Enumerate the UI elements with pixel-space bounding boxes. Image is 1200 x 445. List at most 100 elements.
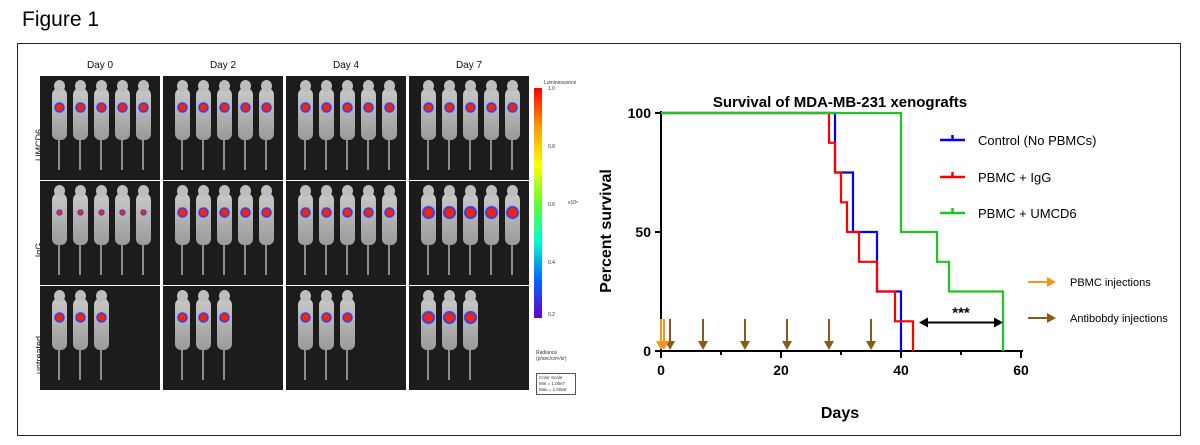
mouse-figure: [259, 80, 274, 170]
mouse-image-tile: [286, 76, 406, 180]
x-tick-label: 20: [773, 362, 789, 378]
color-scale-box: Color Scale Min = 1.00e7 Max = 1.00e8: [536, 373, 576, 395]
mouse-figure: [442, 290, 457, 380]
colorbar-tick: 0.6: [548, 202, 555, 208]
significance-label: ***: [952, 304, 970, 321]
mouse-image-tile: [409, 286, 529, 390]
mouse-figure: [484, 80, 499, 170]
bioluminescence-panel: Day 0 Day 2 Day 4 Day 7 UMCD6 IgG untrea…: [34, 60, 578, 405]
mouse-figure: [382, 80, 397, 170]
mouse-figure: [361, 80, 376, 170]
chart-title: Survival of MDA-MB-231 xenografts: [713, 94, 967, 111]
mouse-figure: [52, 185, 67, 275]
x-tick-label: 0: [657, 362, 665, 378]
mouse-image-tile: [409, 181, 529, 285]
color-scale-min: Min = 1.00e7: [539, 381, 566, 386]
mouse-figure: [319, 185, 334, 275]
series-line: [661, 111, 903, 351]
mouse-figure: [175, 185, 190, 275]
legend-label: Control (No PBMCs): [978, 133, 1096, 148]
luminescence-colorbar: [534, 88, 542, 318]
mouse-figure: [361, 185, 376, 275]
mouse-figure: [73, 290, 88, 380]
mouse-figure: [298, 290, 313, 380]
pbmc-legend-arrowhead: [1047, 277, 1056, 287]
mouse-figure: [136, 185, 151, 275]
y-tick-label: 50: [635, 224, 651, 240]
mouse-figure: [319, 80, 334, 170]
mouse-figure: [217, 185, 232, 275]
mouse-figure: [175, 290, 190, 380]
mouse-figure: [217, 80, 232, 170]
colorbar-title: Luminescence: [544, 80, 577, 86]
significance-arrow-right: [994, 317, 1003, 328]
mouse-figure: [463, 290, 478, 380]
mouse-image-tile: [286, 181, 406, 285]
mouse-figure: [484, 185, 499, 275]
mouse-figure: [340, 185, 355, 275]
mouse-figure: [442, 80, 457, 170]
colorbar-tick: 0.4: [548, 260, 555, 266]
mouse-figure: [298, 80, 313, 170]
antibody-legend-label: Antibobdy injections: [1070, 313, 1168, 325]
mouse-figure: [196, 80, 211, 170]
mouse-image-tile: [286, 286, 406, 390]
mouse-figure: [196, 290, 211, 380]
mouse-figure: [94, 80, 109, 170]
antibody-injection-arrow-head: [740, 341, 750, 350]
mouse-figure: [238, 185, 253, 275]
day-label: Day 2: [209, 60, 237, 71]
antibody-injection-arrow-head: [782, 341, 792, 350]
colorbar-tick: 0.8: [548, 144, 555, 150]
figure-label: Figure 1: [22, 8, 100, 31]
y-tick-label: 0: [643, 343, 651, 359]
y-tick-label: 100: [628, 105, 652, 121]
mouse-figure: [196, 185, 211, 275]
antibody-injection-arrow-head: [866, 341, 876, 350]
series-line: [661, 111, 915, 351]
series-line: [661, 111, 1005, 351]
colorbar-multiplier: x10⁸: [568, 200, 579, 206]
mouse-figure: [94, 290, 109, 380]
mouse-figure: [340, 80, 355, 170]
mouse-figure: [136, 80, 151, 170]
colorbar-unit: Radiance (p/sec/cm²/sr): [536, 350, 567, 362]
mouse-figure: [505, 80, 520, 170]
mouse-figure: [463, 80, 478, 170]
mouse-figure: [73, 185, 88, 275]
mouse-figure: [421, 80, 436, 170]
mouse-figure: [505, 185, 520, 275]
legend-label: PBMC + IgG: [978, 170, 1051, 185]
mouse-figure: [115, 185, 130, 275]
color-scale-title: Color Scale: [539, 375, 563, 380]
x-axis-label: Days: [821, 405, 859, 422]
mouse-figure: [73, 80, 88, 170]
colorbar-tick: 0.2: [548, 312, 555, 318]
mouse-figure: [442, 185, 457, 275]
mouse-figure: [52, 80, 67, 170]
mouse-figure: [217, 290, 232, 380]
antibody-legend-arrowhead: [1047, 313, 1056, 323]
mouse-figure: [421, 290, 436, 380]
plot-area: 0 50 100 0 20 40 60 *** Control (No PBMCs) PBMC +…: [628, 105, 1169, 378]
mouse-figure: [238, 80, 253, 170]
mouse-figure: [115, 80, 130, 170]
color-scale-max: Max = 1.00e8: [539, 387, 567, 392]
mouse-image-tile: [163, 286, 283, 390]
pbmc-legend-label: PBMC injections: [1070, 277, 1151, 289]
mouse-figure: [175, 80, 190, 170]
legend-label: PBMC + UMCD6: [978, 206, 1077, 221]
antibody-injection-arrow-head: [824, 341, 834, 350]
day-label: Day 7: [455, 60, 483, 71]
mouse-image-tile: [409, 76, 529, 180]
x-tick-label: 40: [893, 362, 909, 378]
day-label: Day 4: [332, 60, 360, 71]
pbmc-injection-arrow-head: [659, 341, 669, 350]
mouse-image-tile: [40, 286, 160, 390]
mouse-figure: [319, 290, 334, 380]
colorbar-tick: 1.0: [548, 86, 555, 92]
day-label: Day 0: [86, 60, 114, 71]
figure-frame: [17, 43, 1181, 436]
x-tick-label: 60: [1013, 362, 1029, 378]
